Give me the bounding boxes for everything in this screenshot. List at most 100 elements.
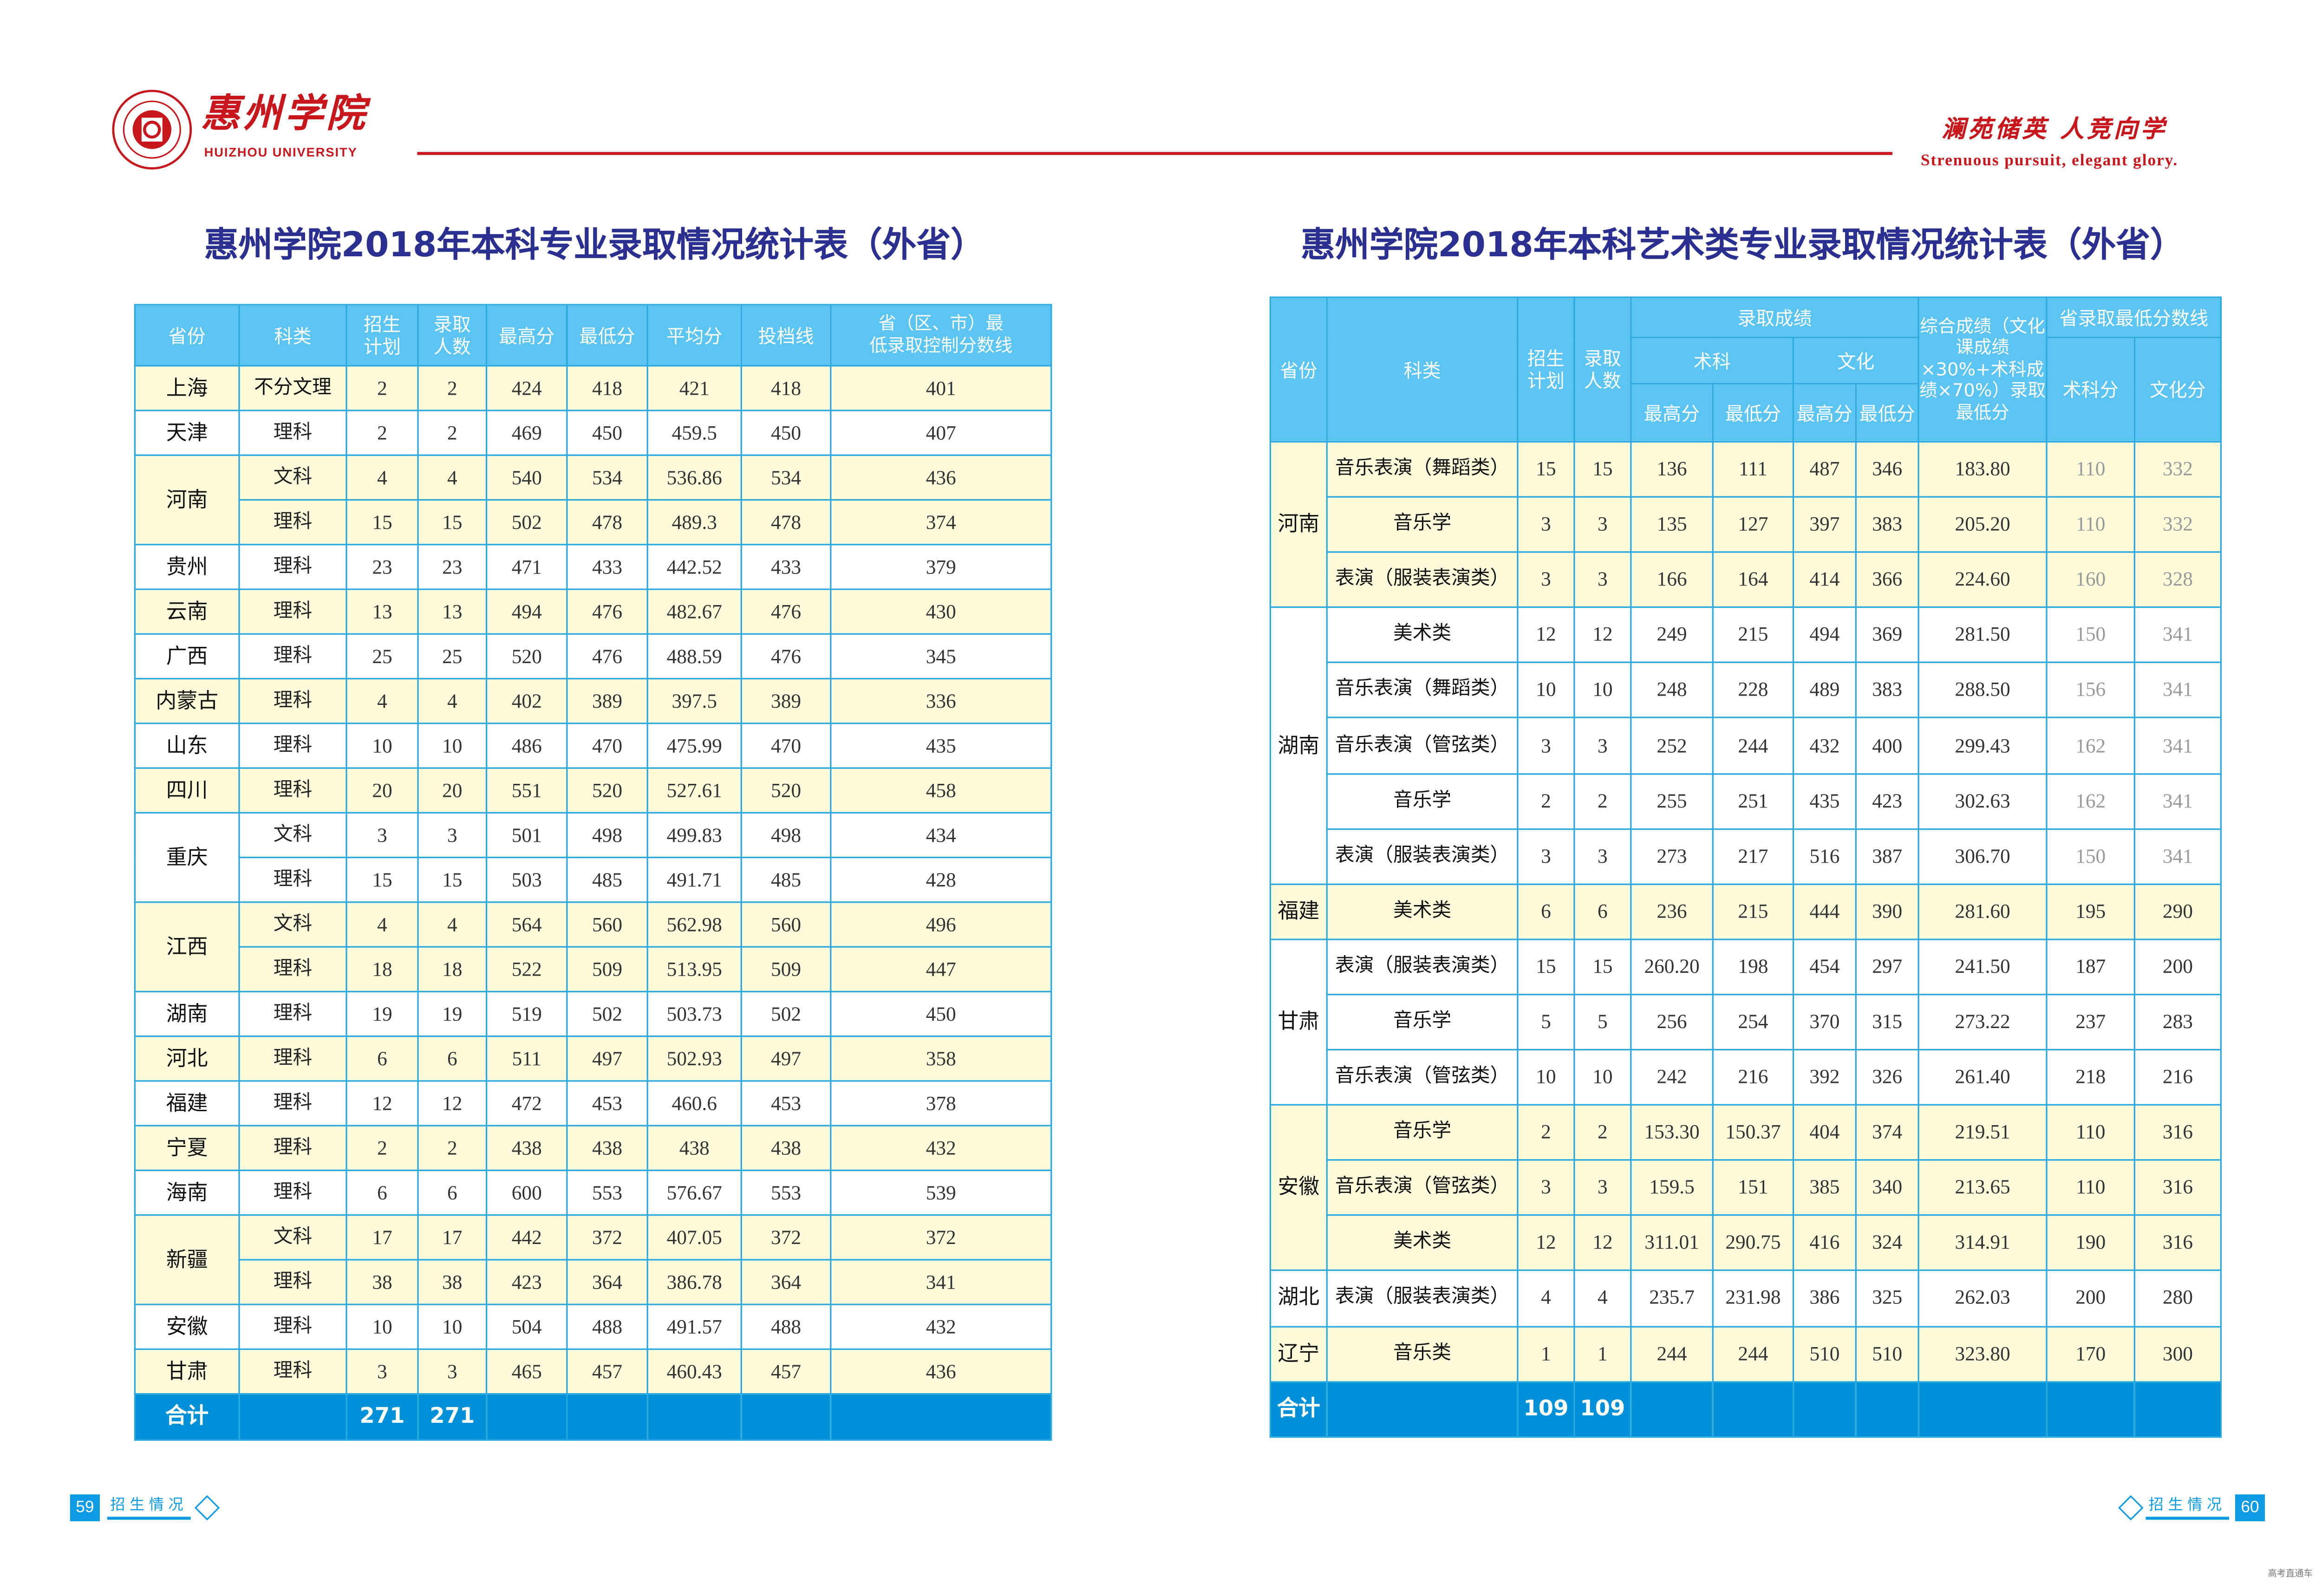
value-cell: 324 (1855, 1215, 1919, 1272)
empty-cell (238, 1393, 347, 1441)
value-cell: 3 (1573, 717, 1632, 775)
value-cell: 553 (566, 1169, 648, 1216)
category-cell: 理科 (238, 1259, 347, 1305)
value-cell: 19 (417, 990, 488, 1037)
value-cell: 600 (486, 1169, 568, 1216)
province-cell: 河南 (1269, 441, 1328, 609)
category-cell: 理科 (238, 946, 347, 992)
value-cell: 450 (566, 410, 648, 456)
category-cell: 音乐表演（管弦类） (1326, 717, 1519, 775)
empty-cell (486, 1393, 568, 1441)
province-cell: 湖北 (1269, 1270, 1328, 1327)
value-cell: 489 (1792, 662, 1857, 719)
col-header-art-max: 最高分 (1630, 383, 1714, 443)
value-cell: 159.5 (1630, 1159, 1714, 1217)
value-cell: 401 (830, 365, 1052, 411)
value-cell: 187 (2046, 938, 2135, 996)
table-row: 理科 38 38 423 364 386.78 364 341 (135, 1259, 1052, 1305)
value-cell: 433 (740, 544, 832, 590)
total-admitted: 109 (1573, 1381, 1632, 1437)
value-cell: 454 (1792, 938, 1857, 996)
value-cell: 491.57 (646, 1303, 742, 1350)
general-admission-table: 省份 科类 招生 计划 录取 人数 最高分 最低分 平均分 投档线 省（区、市）最 低录取控制分… (134, 304, 1052, 1441)
value-cell: 15 (346, 499, 419, 546)
value-cell: 110 (2046, 1104, 2135, 1161)
col-header-6: 平均分 (646, 304, 742, 367)
value-cell: 494 (1792, 606, 1857, 664)
value-cell: 457 (566, 1348, 648, 1395)
value-cell: 183.80 (1918, 441, 2048, 498)
value-cell: 476 (566, 633, 648, 680)
value-cell: 311.01 (1630, 1215, 1714, 1272)
value-cell: 283 (2133, 993, 2222, 1051)
value-cell: 383 (1855, 662, 1919, 719)
col-header-4: 最高分 (486, 304, 568, 367)
category-cell: 音乐类 (1326, 1325, 1519, 1382)
province-cell: 新疆 (134, 1214, 240, 1305)
value-cell: 475.99 (646, 723, 742, 769)
empty-cell (2046, 1381, 2135, 1437)
category-cell: 表演（服装表演类） (1326, 551, 1519, 609)
col-header-2: 招生 计划 (346, 304, 419, 367)
table-row: 江西 文科 4 4 564 560 562.98 560 496 (134, 901, 1052, 992)
value-cell: 387 (1855, 827, 1919, 885)
value-cell: 488 (566, 1303, 648, 1350)
value-cell: 6 (346, 1169, 419, 1216)
category-cell: 文科 (238, 812, 347, 859)
value-cell: 513.95 (646, 946, 742, 992)
value-cell: 237 (2046, 993, 2135, 1051)
category-cell: 表演（服装表演类） (1326, 827, 1519, 885)
total-label: 合计 (134, 1393, 240, 1441)
category-cell: 理科 (238, 499, 347, 546)
value-cell: 244 (1630, 1325, 1714, 1382)
value-cell: 383 (1855, 496, 1919, 553)
value-cell: 457 (740, 1348, 832, 1395)
col-header-7: 投档线 (740, 304, 832, 367)
page-number-left: 59 (70, 1494, 100, 1521)
empty-cell (566, 1393, 648, 1441)
value-cell: 4 (417, 677, 488, 724)
category-cell: 理科 (238, 588, 347, 635)
col-header-culture-min: 最低分 (1855, 383, 1919, 443)
slogan-cn: 澜苑储英 人竞向学 (1941, 115, 2168, 143)
value-cell: 12 (1517, 1215, 1575, 1272)
value-cell: 166 (1630, 551, 1714, 609)
value-cell: 502.93 (646, 1035, 742, 1082)
value-cell: 10 (346, 1303, 419, 1350)
value-cell: 10 (1573, 1049, 1632, 1106)
value-cell: 6 (417, 1035, 488, 1082)
total-row: 合计 109 109 (1269, 1381, 2222, 1437)
value-cell: 332 (2133, 496, 2222, 553)
value-cell: 15 (1517, 938, 1575, 996)
province-cell: 宁夏 (134, 1125, 240, 1171)
category-cell: 理科 (238, 723, 347, 769)
value-cell: 3 (417, 812, 488, 859)
total-row: 合计 271 271 (134, 1393, 1052, 1441)
value-cell: 341 (2133, 772, 2222, 830)
value-cell: 3 (1573, 551, 1632, 609)
col-header-category: 科类 (1326, 296, 1519, 443)
col-header-culture: 文化 (1792, 337, 1919, 384)
category-cell: 美术类 (1326, 883, 1519, 940)
value-cell: 10 (346, 723, 419, 769)
province-cell: 上海 (134, 365, 240, 411)
province-cell: 云南 (134, 588, 240, 635)
empty-cell (740, 1393, 832, 1441)
table-row: 新疆 文科 17 17 442 372 407.05 372 372 (134, 1214, 1052, 1305)
value-cell: 444 (1792, 883, 1857, 940)
value-cell: 205.20 (1918, 496, 2048, 553)
value-cell: 370 (1792, 993, 1857, 1051)
right-table-title: 惠州学院2018年本科艺术类专业录取情况统计表（外省） (1301, 226, 2185, 266)
value-cell: 280 (2133, 1270, 2222, 1327)
value-cell: 156 (2046, 662, 2135, 719)
table-row: 贵州 理科 23 23 471 433 442.52 433 379 (134, 544, 1052, 590)
value-cell: 488 (740, 1303, 832, 1350)
value-cell: 2 (417, 410, 488, 456)
value-cell: 290.75 (1712, 1215, 1794, 1272)
logo-text-en: HUIZHOU UNIVERSITY (204, 144, 358, 160)
value-cell: 386 (1792, 1270, 1857, 1327)
value-cell: 302.63 (1918, 772, 2048, 830)
table-row: 广西 理科 25 25 520 476 488.59 476 345 (134, 633, 1052, 680)
value-cell: 3 (417, 1348, 488, 1395)
value-cell: 469 (486, 410, 568, 456)
